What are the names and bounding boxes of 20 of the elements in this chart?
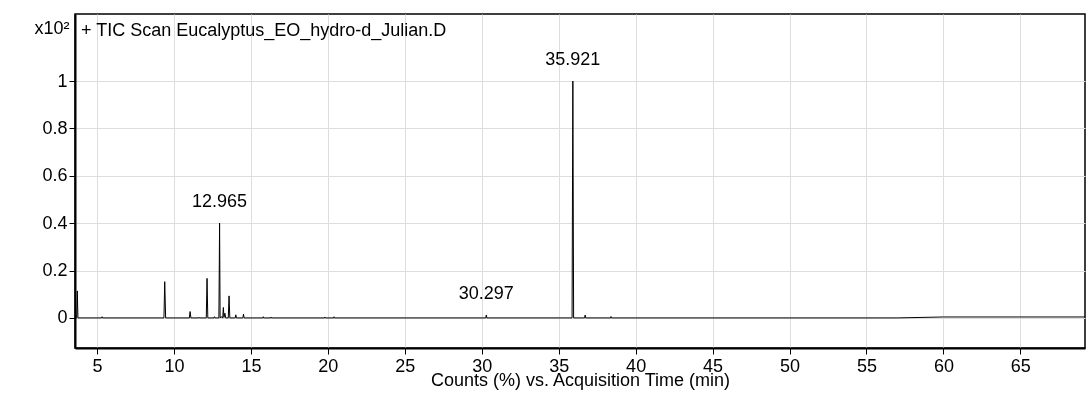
x-tick-label: 20 <box>318 355 339 376</box>
y-tick-label: 0.8 <box>42 117 68 138</box>
x-tick-label: 15 <box>241 355 262 376</box>
annotation: 12.965 <box>192 191 248 212</box>
chart-title: + TIC Scan Eucalyptus_EO_hydro-d_Julian.D <box>81 20 447 41</box>
y-tick-label: 0 <box>57 307 68 328</box>
x-tick-label: 55 <box>856 355 877 376</box>
x-tick-label: 65 <box>1010 355 1031 376</box>
x-tick-label: 50 <box>780 355 801 376</box>
x-tick-label: 10 <box>164 355 185 376</box>
y-tick-label: 0.2 <box>42 260 68 281</box>
x-tick-label: 25 <box>395 355 416 376</box>
x-tick-label: 60 <box>933 355 954 376</box>
annotation: 30.297 <box>458 283 514 304</box>
x-tick-label: 5 <box>92 355 103 376</box>
y-tick-label: 1 <box>57 70 68 91</box>
y-axis-title: x10² <box>34 17 70 38</box>
y-tick-label: 0.6 <box>42 165 68 186</box>
y-tick-label: 0.4 <box>42 212 68 233</box>
annotation: 35.921 <box>545 49 601 70</box>
